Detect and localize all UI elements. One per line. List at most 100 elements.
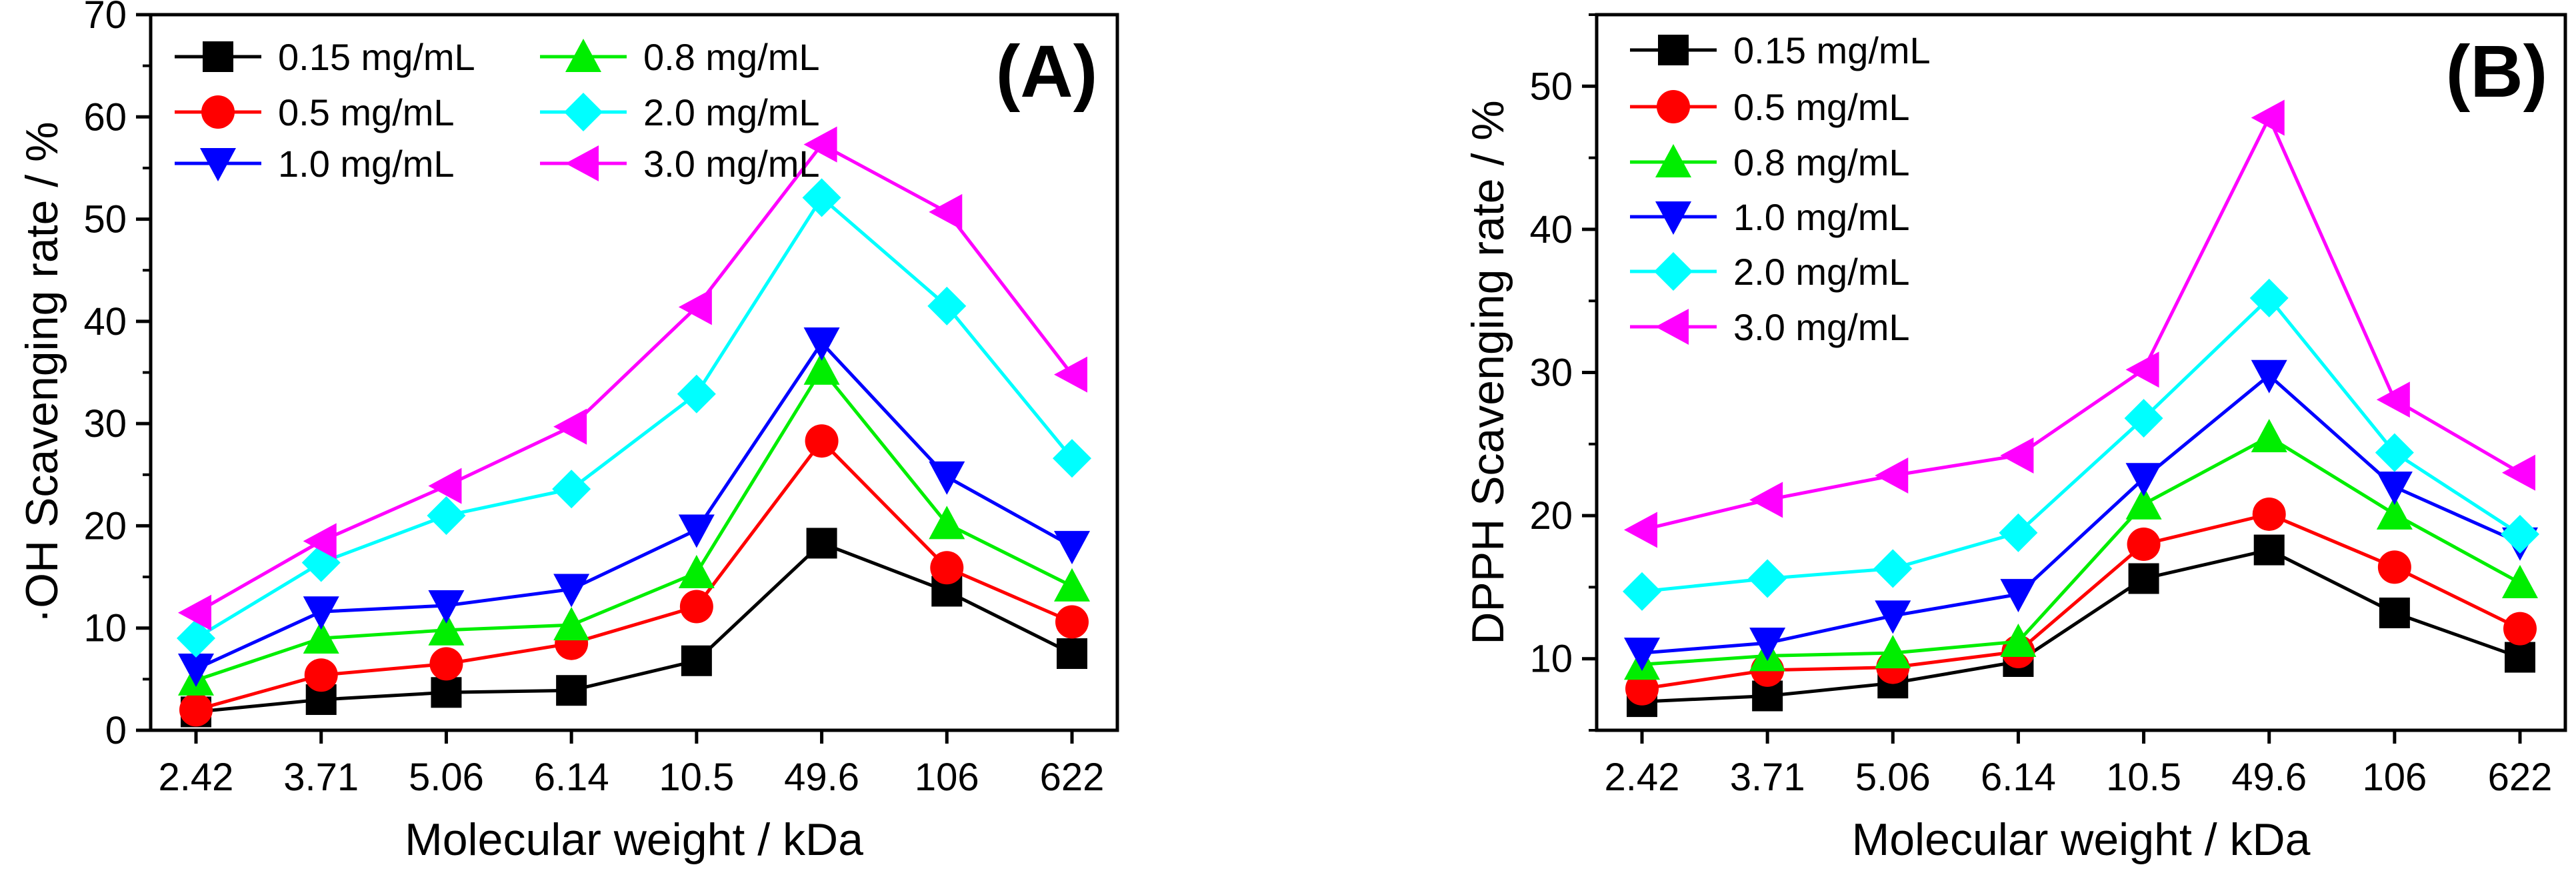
data-point bbox=[1624, 512, 1657, 548]
data-point bbox=[553, 574, 590, 608]
data-point bbox=[2377, 550, 2411, 584]
data-point bbox=[2000, 437, 2034, 474]
x-tick-label: 622 bbox=[2488, 756, 2553, 799]
series-line bbox=[1641, 435, 2521, 666]
legend-item: 0.8 mg/mL bbox=[540, 36, 820, 78]
x-tick-label: 10.5 bbox=[659, 756, 734, 799]
legend-marker bbox=[1655, 144, 1691, 177]
panel-a: 2.42 3.71 5.06 6.14 10.5 49.6 106 622 0 10 20 30 40 5… bbox=[17, 0, 1119, 865]
y-tick-label: 40 bbox=[83, 300, 127, 343]
y-tick-label: 70 bbox=[83, 0, 127, 37]
legend-marker bbox=[201, 95, 235, 129]
data-point bbox=[1053, 439, 1091, 478]
y-axis-title: DPPH Scavenging rate / % bbox=[1463, 100, 1513, 644]
data-point bbox=[1057, 638, 1087, 670]
y-tick-label: 10 bbox=[83, 607, 127, 650]
data-point bbox=[303, 523, 337, 560]
y-tick-label: 0 bbox=[105, 709, 127, 752]
legend-item: 3.0 mg/mL bbox=[540, 143, 820, 185]
series-line bbox=[1641, 512, 2521, 691]
legend-item: 2.0 mg/mL bbox=[540, 91, 820, 133]
data-point bbox=[2249, 278, 2289, 317]
data-point bbox=[1749, 628, 1786, 662]
data-point bbox=[428, 468, 462, 504]
legend-label: 1.0 mg/mL bbox=[278, 143, 455, 185]
data-point bbox=[178, 654, 214, 688]
y-tick-label: 20 bbox=[1529, 494, 1573, 538]
x-tick-label: 6.14 bbox=[534, 756, 609, 799]
x-tick-label: 3.71 bbox=[1730, 756, 1805, 799]
data-point bbox=[927, 286, 967, 325]
data-point bbox=[679, 590, 713, 624]
data-point bbox=[803, 351, 840, 385]
data-point bbox=[2376, 496, 2413, 530]
data-point bbox=[304, 658, 338, 692]
data-point bbox=[2376, 381, 2410, 418]
y-tick-label: 60 bbox=[83, 95, 127, 139]
x-tick-label: 5.06 bbox=[409, 756, 484, 799]
data-point bbox=[2252, 497, 2286, 531]
data-point bbox=[1875, 600, 1911, 634]
data-point bbox=[2128, 563, 2159, 594]
x-tick-label: 2.42 bbox=[1605, 756, 1680, 799]
legend-marker bbox=[1658, 35, 1689, 65]
legend-label: 0.5 mg/mL bbox=[278, 91, 455, 133]
data-point bbox=[929, 193, 963, 230]
data-point bbox=[2501, 514, 2539, 554]
legend-marker bbox=[565, 145, 599, 181]
data-point bbox=[1873, 549, 1913, 588]
data-point bbox=[2376, 472, 2413, 506]
x-tick-label: 49.6 bbox=[784, 756, 859, 799]
data-point bbox=[1875, 635, 1911, 669]
series-line bbox=[195, 195, 1073, 640]
data-point bbox=[552, 470, 591, 509]
legend-label: 0.15 mg/mL bbox=[1733, 29, 1931, 71]
data-point bbox=[553, 607, 590, 641]
data-point bbox=[2502, 454, 2535, 491]
panel-label: (A) bbox=[996, 31, 1098, 113]
data-point bbox=[2124, 399, 2163, 438]
series-line bbox=[195, 438, 1073, 712]
data-point bbox=[178, 594, 211, 631]
y-tick-label: 20 bbox=[83, 504, 127, 548]
y-tick-label: 50 bbox=[1529, 65, 1573, 108]
panel-b: 2.42 3.71 5.06 6.14 10.5 49.6 106 622 10 20 30 40 50… bbox=[1463, 13, 2567, 865]
legend-label: 1.0 mg/mL bbox=[1733, 196, 1910, 238]
data-point bbox=[1748, 559, 1787, 598]
legend-marker bbox=[203, 41, 233, 72]
data-point bbox=[1749, 482, 1783, 518]
y-axis-title: ·OH Scavenging rate / % bbox=[17, 121, 67, 623]
data-point bbox=[2125, 486, 2162, 520]
series-line bbox=[1641, 373, 2521, 655]
data-point bbox=[177, 619, 215, 658]
legend-label: 3.0 mg/mL bbox=[643, 143, 820, 185]
data-point bbox=[929, 461, 965, 495]
data-point bbox=[1623, 572, 1661, 611]
data-point bbox=[1054, 356, 1087, 393]
y-tick-label: 40 bbox=[1529, 208, 1573, 251]
data-point bbox=[2251, 419, 2287, 453]
data-point bbox=[2125, 351, 2159, 388]
legend-marker bbox=[565, 39, 601, 72]
y-tick-label: 30 bbox=[83, 402, 127, 446]
data-point bbox=[1625, 672, 1659, 706]
data-point bbox=[2253, 534, 2285, 566]
legend-item: 0.15 mg/mL bbox=[1630, 29, 1931, 71]
data-point bbox=[428, 612, 465, 646]
data-point bbox=[2251, 99, 2285, 136]
x-tick-label: 6.14 bbox=[1981, 756, 2056, 799]
series-line bbox=[195, 142, 1073, 614]
series-line bbox=[195, 541, 1073, 714]
data-point bbox=[1875, 458, 1909, 494]
legend-item: 1.0 mg/mL bbox=[1630, 196, 1910, 238]
legend-item: 0.5 mg/mL bbox=[1630, 86, 1910, 128]
legend-item: 0.8 mg/mL bbox=[1630, 141, 1910, 183]
data-point bbox=[303, 620, 339, 654]
data-point bbox=[1054, 568, 1090, 602]
data-point bbox=[678, 289, 712, 325]
x-axis-title: Molecular weight / kDa bbox=[405, 814, 863, 865]
legend-label: 0.8 mg/mL bbox=[1733, 141, 1910, 183]
data-point bbox=[677, 374, 716, 413]
legend-label: 0.15 mg/mL bbox=[278, 36, 475, 78]
